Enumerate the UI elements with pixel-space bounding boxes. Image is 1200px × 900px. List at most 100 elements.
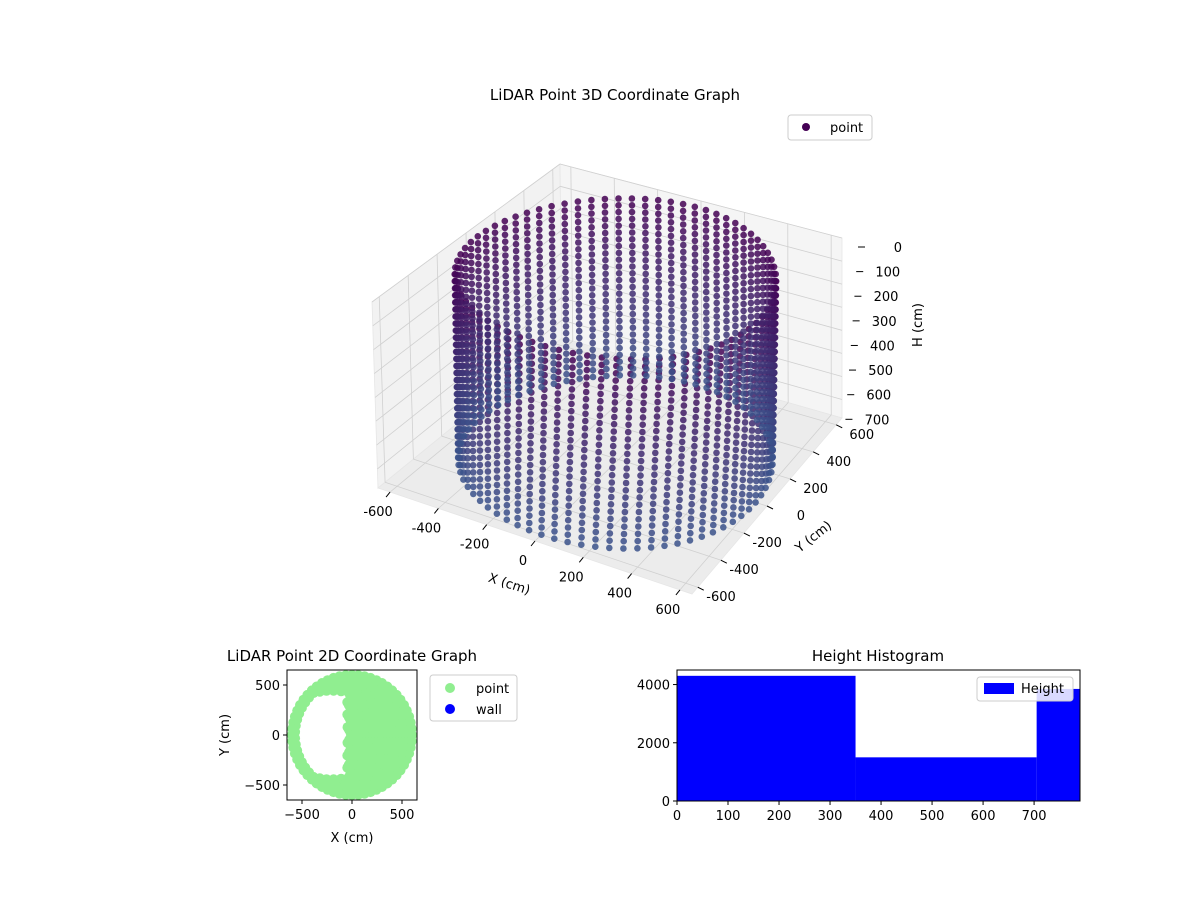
- point-3d: [732, 281, 739, 289]
- point-3d: [643, 359, 650, 366]
- point-3d: [460, 425, 468, 433]
- point-3d: [576, 355, 583, 362]
- point-3d: [608, 471, 616, 479]
- point-3d: [740, 376, 747, 384]
- point-3d: [674, 540, 681, 547]
- point-3d: [484, 345, 492, 352]
- point-3d: [460, 418, 468, 426]
- point-3d: [720, 516, 727, 524]
- point-3d: [562, 329, 570, 337]
- point-3d: [629, 304, 636, 311]
- point-3d: [609, 464, 616, 472]
- point-3d: [476, 425, 484, 433]
- point-3d: [592, 528, 600, 536]
- point-3d: [525, 332, 533, 340]
- point-3d: [664, 477, 671, 484]
- point-3d: [723, 235, 730, 243]
- point-3d: [693, 392, 700, 399]
- point-3d: [476, 418, 484, 426]
- point-3d: [754, 257, 761, 264]
- point-3d: [680, 268, 687, 276]
- histogram-bar: [677, 675, 856, 801]
- point-3d: [469, 433, 477, 441]
- point-3d: [702, 220, 710, 228]
- point-3d: [567, 415, 575, 422]
- point-3d: [574, 218, 582, 226]
- point-3d: [642, 209, 649, 216]
- point-3d: [540, 437, 547, 444]
- point-3d: [561, 241, 569, 248]
- point-3d: [470, 391, 478, 399]
- point-3d: [624, 428, 632, 436]
- point-3d: [551, 535, 558, 542]
- point-3d: [656, 373, 663, 381]
- histogram-axes-frame: [676, 669, 1081, 802]
- x-tick-label: 0: [348, 808, 356, 823]
- point-3d: [602, 318, 610, 325]
- point-3d: [666, 426, 674, 433]
- grid-back-x: [613, 178, 617, 354]
- point-3d: [482, 234, 490, 242]
- point-3d: [588, 251, 596, 258]
- point-3d: [462, 293, 470, 301]
- grid-back-x: [570, 166, 574, 342]
- point-3d: [668, 327, 675, 335]
- point-3d: [503, 355, 511, 363]
- point-2d: [406, 736, 417, 747]
- point-3d: [700, 482, 708, 490]
- point-3d: [753, 361, 761, 368]
- point-3d: [503, 516, 511, 523]
- point-3d: [723, 359, 730, 366]
- point-3d: [615, 256, 623, 264]
- point-3d: [692, 319, 699, 327]
- point-3d: [576, 368, 583, 376]
- point-3d: [470, 363, 477, 371]
- point-3d: [740, 447, 748, 455]
- point-3d: [655, 326, 663, 333]
- point-3d: [554, 404, 561, 412]
- point-3d: [668, 293, 675, 301]
- point-3d: [539, 444, 547, 452]
- point-3d: [494, 374, 501, 381]
- point-3d: [579, 490, 587, 498]
- point-3d: [589, 312, 596, 320]
- point-3d: [564, 531, 572, 538]
- point-3d: [554, 397, 561, 405]
- point-3d: [563, 357, 570, 364]
- point-3d: [589, 326, 596, 333]
- point-3d: [701, 475, 708, 483]
- point-3d: [602, 297, 610, 305]
- point-3d: [574, 198, 582, 205]
- point-3d: [680, 402, 688, 409]
- point-3d: [602, 284, 609, 291]
- point-3d: [566, 466, 573, 473]
- point-3d: [550, 373, 557, 381]
- point-3d: [676, 496, 683, 504]
- point-3d: [493, 496, 501, 503]
- point-3d: [561, 254, 569, 262]
- point-3d: [609, 450, 617, 457]
- point-3d: [747, 347, 755, 355]
- point-3d: [661, 535, 669, 542]
- point-3d: [550, 339, 557, 347]
- point-3d: [729, 518, 737, 526]
- point-3d: [622, 494, 629, 501]
- point-3d: [588, 237, 595, 245]
- point-3d: [703, 329, 710, 337]
- point-3d: [538, 509, 546, 517]
- point-3d: [729, 511, 737, 518]
- point-3d: [649, 507, 657, 515]
- point-3d: [575, 286, 583, 294]
- point-3d: [703, 432, 710, 439]
- point-3d: [668, 341, 675, 349]
- point-3d: [651, 471, 658, 479]
- point-3d: [711, 492, 718, 500]
- point-3d: [642, 263, 649, 271]
- point-3d: [691, 244, 699, 252]
- point-3d: [680, 378, 688, 385]
- point-3d: [747, 354, 755, 362]
- point-3d: [740, 355, 747, 363]
- point-3d: [723, 290, 730, 298]
- chart-3d-legend-box: [787, 114, 873, 141]
- point-3d: [691, 271, 699, 279]
